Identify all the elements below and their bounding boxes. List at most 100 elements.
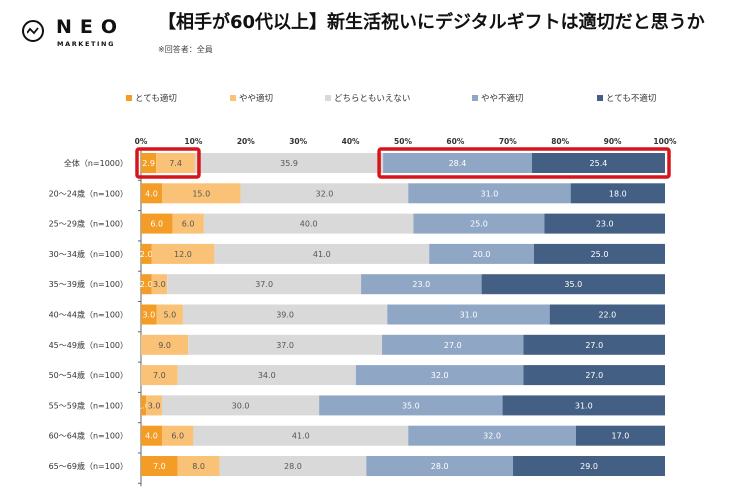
- data-label: 6.0: [182, 220, 195, 229]
- x-tick-label: 20%: [237, 137, 255, 146]
- x-tick-label: 90%: [604, 137, 622, 146]
- bar-segment: [413, 213, 545, 234]
- legend-item: とても適切: [126, 92, 177, 104]
- data-label: 2.0: [140, 250, 153, 259]
- bar-segment: [141, 183, 162, 204]
- data-label: 28.0: [284, 462, 302, 471]
- data-label: 9.0: [158, 341, 171, 350]
- legend-item: とても不適切: [597, 92, 656, 104]
- bar-segment: [549, 304, 665, 325]
- bar-segment: [513, 456, 665, 476]
- category-label: 55～59歳（n=100）: [49, 400, 128, 410]
- bar-segment: [141, 456, 178, 476]
- data-label: 3.0: [142, 311, 155, 320]
- bar-segment: [151, 274, 168, 295]
- legend-item: やや不適切: [472, 92, 524, 104]
- bar-segment: [429, 243, 534, 264]
- data-label: 1.0: [137, 401, 150, 410]
- legend-label: どちらともいえない: [334, 94, 411, 104]
- category-label: 25～29歳（n=100）: [49, 219, 128, 229]
- bar-segment: [203, 213, 414, 234]
- bar-segment: [219, 456, 367, 476]
- data-label: 3.0: [148, 401, 161, 410]
- data-label: 20.0: [473, 250, 491, 259]
- legend-label: とても不適切: [606, 94, 657, 104]
- bar-segment: [355, 365, 524, 386]
- bar-segment: [193, 425, 409, 446]
- bar-segment: [141, 243, 152, 264]
- bar-segment: [156, 153, 195, 173]
- data-label: 29.0: [580, 462, 598, 471]
- category-label: 40～44歳（n=100）: [49, 310, 128, 320]
- bar-segment: [141, 274, 152, 295]
- data-label: 31.0: [575, 401, 593, 410]
- chart-legend: とても適切 やや適切 どちらともいえない やや不適切 とても不適切: [0, 92, 750, 106]
- bar-segment: [151, 243, 215, 264]
- bar-segment: [156, 304, 183, 325]
- bar-segment: [534, 243, 665, 264]
- data-label: 31.0: [460, 311, 478, 320]
- x-tick-label: 60%: [446, 137, 464, 146]
- data-label: 35.0: [402, 401, 420, 410]
- category-label: 全体（n=1000）: [64, 158, 128, 168]
- bar-segment: [214, 243, 430, 264]
- data-label: 7.4: [169, 159, 182, 168]
- brand-name: NEO: [56, 16, 126, 38]
- highlight-box: [377, 147, 671, 179]
- legend-item: やや適切: [230, 92, 273, 104]
- brand-sub: MARKETING: [57, 40, 116, 48]
- data-label: 2.0: [140, 280, 153, 289]
- bar-segment: [177, 456, 220, 476]
- bar-segment: [366, 456, 514, 476]
- category-label: 20～24歳（n=100）: [49, 188, 128, 198]
- data-label: 39.0: [276, 311, 294, 320]
- category-label: 50～54歳（n=100）: [49, 370, 128, 380]
- legend-swatch: [472, 95, 478, 101]
- data-label: 27.0: [444, 341, 462, 350]
- bar-segment: [188, 334, 383, 355]
- bar-segment: [141, 365, 178, 386]
- legend-label: やや適切: [239, 94, 274, 104]
- bar-segment: [161, 183, 241, 204]
- data-label: 28.0: [431, 462, 449, 471]
- data-label: 30.0: [232, 401, 250, 410]
- logo-mark-icon: [22, 20, 44, 42]
- bar-segment: [387, 304, 550, 325]
- data-label: 35.0: [564, 280, 582, 289]
- data-label: 12.0: [174, 250, 192, 259]
- data-label: 3.0: [153, 280, 166, 289]
- data-label: 25.0: [470, 220, 488, 229]
- bar-segment: [531, 153, 665, 173]
- data-label: 28.4: [449, 159, 467, 168]
- data-label: 4.0: [145, 432, 158, 441]
- legend-swatch: [597, 95, 603, 101]
- bar-segment: [141, 304, 157, 325]
- data-label: 41.0: [313, 250, 331, 259]
- data-label: 18.0: [609, 189, 627, 198]
- data-label: 32.0: [483, 432, 501, 441]
- data-label: 15.0: [192, 189, 210, 198]
- bar-segment: [141, 213, 173, 234]
- legend-item: どちらともいえない: [325, 92, 410, 104]
- bar-segment: [319, 395, 503, 416]
- bar-segment: [575, 425, 665, 446]
- bar-segment: [141, 334, 189, 355]
- data-label: 2.9: [142, 159, 155, 168]
- bar-segment: [161, 395, 320, 416]
- bar-segment: [141, 153, 157, 173]
- bar-segment: [361, 274, 482, 295]
- highlight-box: [135, 147, 201, 179]
- bar-segment: [481, 274, 665, 295]
- bar-segment: [383, 153, 532, 173]
- data-label: 25.0: [591, 250, 609, 259]
- legend-swatch: [325, 95, 331, 101]
- data-label: 25.4: [590, 159, 608, 168]
- bar-segment: [523, 334, 665, 355]
- data-label: 8.0: [192, 462, 205, 471]
- data-label: 37.0: [255, 280, 273, 289]
- category-label: 30～34歳（n=100）: [49, 249, 128, 259]
- data-label: 4.0: [145, 189, 158, 198]
- data-label: 7.0: [153, 462, 166, 471]
- bar-segment: [408, 183, 571, 204]
- bar-segment: [544, 213, 665, 234]
